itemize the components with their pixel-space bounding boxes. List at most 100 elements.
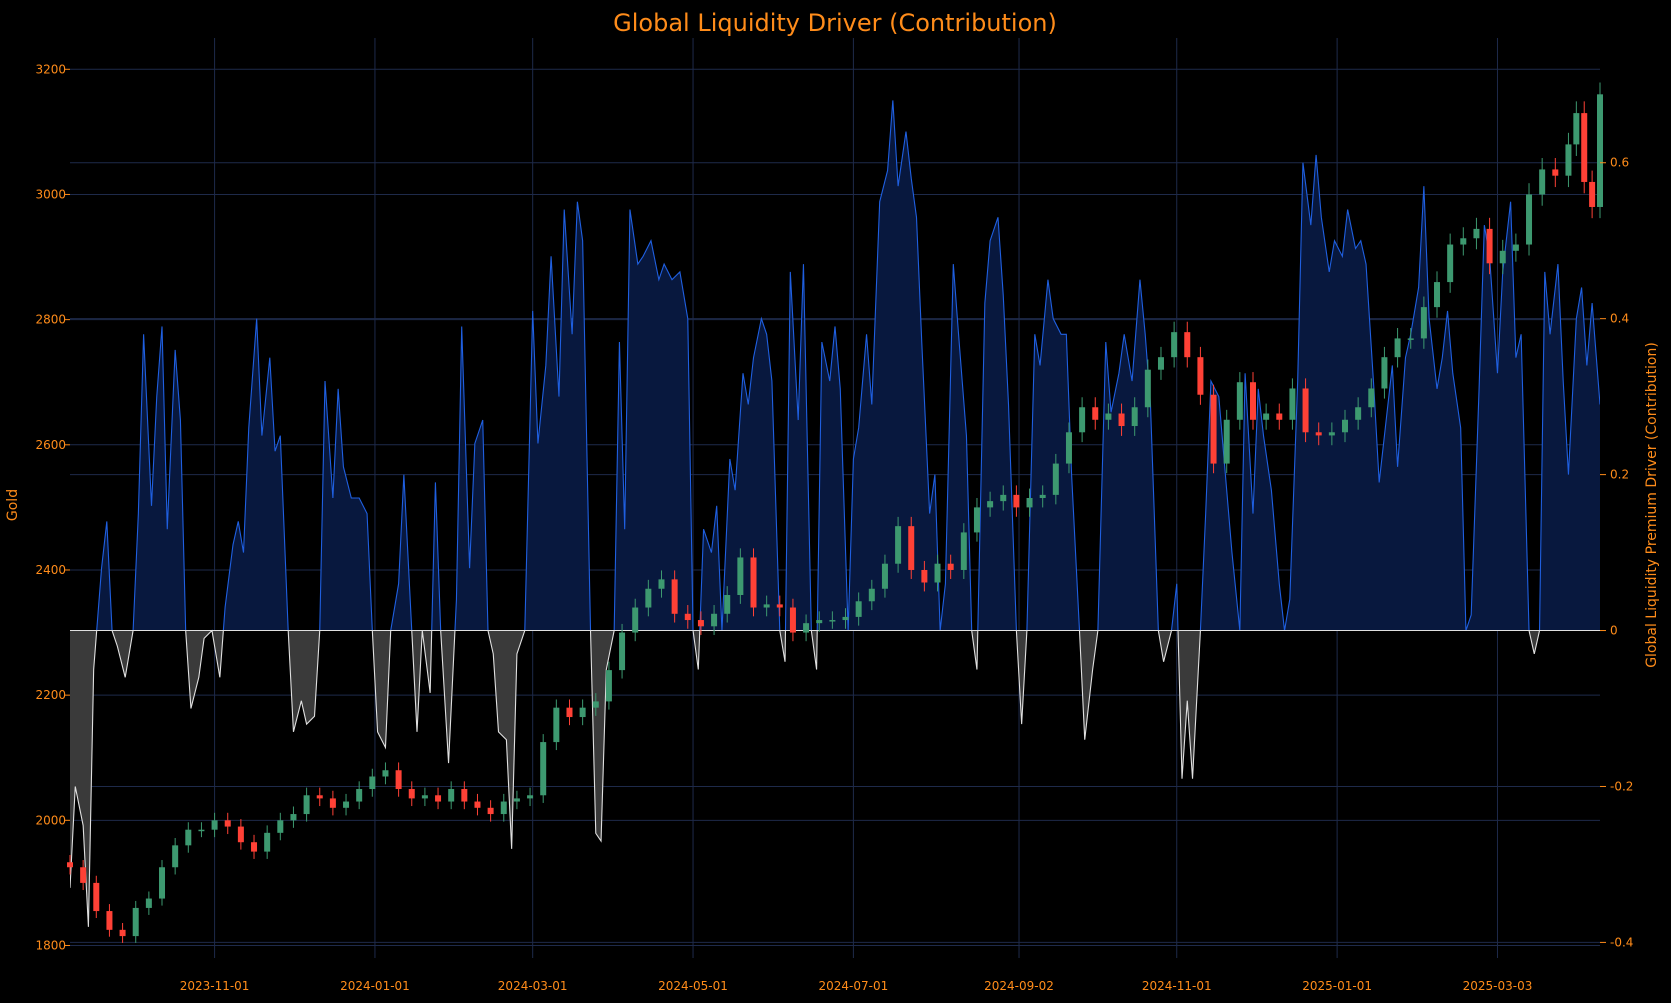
- gold-candle-body: [711, 613, 718, 627]
- gold-candle-body: [474, 801, 481, 808]
- gold-candle-body: [185, 829, 192, 846]
- gold-candle-body: [842, 616, 849, 621]
- gold-candle-body: [1013, 494, 1020, 508]
- y-left-label: Gold: [5, 489, 21, 521]
- gold-candle-body: [277, 820, 284, 833]
- gold-candle-body: [1539, 169, 1546, 195]
- gold-candle-body: [1512, 244, 1519, 251]
- gold-candle-body: [1315, 432, 1322, 436]
- gold-candle-body: [1000, 494, 1007, 502]
- gold-candle-body: [1447, 244, 1454, 283]
- gold-candle-body: [1092, 407, 1099, 420]
- gold-candle-body: [237, 826, 244, 843]
- gold-candle-body: [106, 911, 113, 930]
- y-left-tick-label: 1800: [35, 938, 66, 952]
- gold-candle-body: [881, 563, 888, 589]
- x-tick-label: 2024-09-02: [984, 979, 1054, 993]
- gold-candle-body: [1407, 338, 1414, 340]
- y-right-axis-ticks: -0.4 -0.2 0 0.2 0.4 0.6: [1600, 156, 1633, 949]
- gold-candle-body: [684, 613, 691, 621]
- x-tick-label: 2024-03-01: [498, 979, 568, 993]
- gold-candle-body: [1581, 113, 1588, 182]
- gold-candle-body: [343, 801, 350, 808]
- gold-candle-body: [1302, 388, 1309, 433]
- gold-candle-body: [1420, 307, 1427, 339]
- gold-candle-body: [1052, 463, 1059, 495]
- x-tick-label: 2023-11-01: [180, 979, 250, 993]
- gold-candle-body: [855, 601, 862, 617]
- y-right-tick-label: -0.2: [1610, 779, 1633, 793]
- y-left-tick-label: 3000: [35, 187, 66, 201]
- gold-candle-body: [553, 707, 560, 743]
- gold-candles: [67, 82, 1603, 943]
- gold-candle-body: [487, 807, 494, 815]
- gold-candle-body: [737, 557, 744, 596]
- liquidity-area: [70, 100, 1600, 927]
- gold-candle-body: [369, 776, 376, 790]
- gold-candle-body: [448, 789, 455, 802]
- gold-candle-body: [1276, 413, 1283, 420]
- gold-candle-body: [1328, 432, 1335, 436]
- gold-candle-body: [67, 862, 73, 868]
- gold-candle-body: [605, 670, 612, 702]
- gold-candle-body: [1184, 332, 1191, 358]
- gold-candle-body: [132, 907, 139, 937]
- y-right-tick-label: 0.4: [1610, 312, 1629, 326]
- gold-candle-body: [329, 798, 336, 808]
- gold-candle-body: [211, 820, 218, 830]
- gold-candle-body: [172, 845, 179, 868]
- gold-candle-body: [80, 867, 87, 883]
- gold-candle-body: [1039, 494, 1046, 498]
- gold-candle-body: [1144, 369, 1151, 408]
- y-left-tick-label: 3200: [35, 62, 66, 76]
- gold-candle-body: [1381, 357, 1388, 389]
- gold-candle-body: [408, 789, 415, 799]
- gold-candle-body: [579, 707, 586, 718]
- gold-candle-body: [671, 579, 678, 614]
- gold-candle-body: [1552, 169, 1559, 176]
- x-tick-label: 2025-01-01: [1302, 979, 1372, 993]
- gold-candle-body: [1118, 413, 1125, 427]
- gold-candle-body: [1223, 419, 1230, 464]
- gold-candle-body: [1486, 228, 1493, 264]
- gold-candle-body: [1565, 144, 1572, 176]
- gold-candle-body: [697, 620, 704, 627]
- gold-candle-body: [1249, 382, 1256, 420]
- gold-candle-body: [592, 701, 599, 708]
- gold-candle-body: [868, 588, 875, 602]
- gold-candle-body: [356, 789, 363, 802]
- gold-candle-body: [316, 795, 323, 799]
- gold-candle-body: [1342, 419, 1348, 433]
- gold-candle-body: [513, 798, 520, 802]
- gold-candle-body: [421, 795, 428, 799]
- gold-candle-body: [632, 607, 639, 633]
- gold-candle-body: [1105, 413, 1112, 420]
- gold-candle-body: [1210, 394, 1217, 464]
- gold-candle-body: [1079, 407, 1086, 433]
- x-tick-label: 2024-07-01: [819, 979, 889, 993]
- gold-candle-body: [803, 623, 810, 633]
- gold-candle-body: [947, 563, 954, 570]
- gold-candle-body: [1368, 388, 1375, 408]
- gold-candle-body: [527, 795, 534, 799]
- y-left-tick-label: 2800: [35, 313, 66, 327]
- gold-candle-body: [1460, 238, 1467, 245]
- gold-candle-body: [619, 632, 626, 671]
- gold-candle-body: [382, 770, 389, 777]
- x-tick-label: 2024-11-01: [1142, 979, 1212, 993]
- gold-candle-body: [789, 607, 796, 633]
- gold-candle-body: [1263, 413, 1270, 420]
- x-tick-label: 2024-01-01: [340, 979, 410, 993]
- gold-candle-body: [960, 532, 967, 570]
- y-right-tick-label: 0.6: [1610, 156, 1629, 170]
- gold-candle-body: [395, 770, 402, 790]
- gold-candle-body: [645, 588, 652, 608]
- gold-candle-body: [1597, 94, 1603, 207]
- gold-candle-body: [1171, 332, 1178, 358]
- gold-candle-body: [119, 929, 126, 937]
- gold-candle-body: [461, 789, 468, 802]
- gold-candle-body: [1131, 407, 1138, 427]
- gold-candle-body: [776, 604, 783, 608]
- gold-candle-body: [1573, 113, 1580, 145]
